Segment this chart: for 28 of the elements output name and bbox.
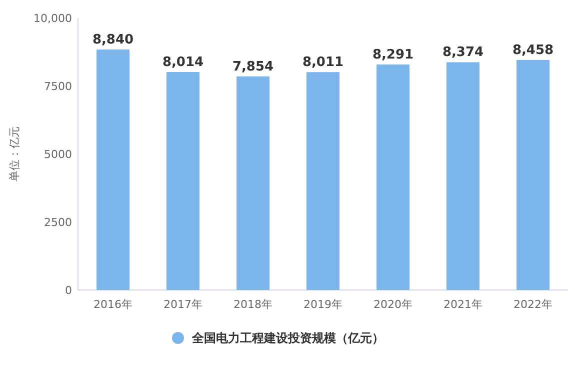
x-tick-label: 2020年	[374, 298, 412, 311]
y-tick-label: 10,000	[34, 12, 72, 25]
bar	[516, 60, 550, 290]
y-tick-label: 0	[65, 284, 72, 297]
x-tick-label: 2021年	[444, 298, 482, 311]
legend-label: 全国电力工程建设投资规模（亿元）	[191, 331, 384, 345]
data-label: 8,014	[162, 55, 204, 70]
bar	[236, 76, 270, 290]
bar	[306, 72, 340, 290]
y-tick-label: 5000	[44, 148, 72, 161]
data-label: 8,011	[302, 55, 344, 70]
data-label: 8,840	[92, 32, 134, 48]
bar	[166, 72, 200, 290]
y-tick-label: 7500	[44, 80, 72, 93]
data-label: 8,374	[442, 45, 484, 60]
bar	[446, 62, 480, 290]
data-label: 8,458	[512, 42, 554, 58]
x-tick-label: 2017年	[164, 298, 202, 311]
x-tick-label: 2019年	[304, 298, 342, 311]
y-tick-label: 2500	[44, 216, 72, 229]
bar	[376, 64, 410, 290]
y-axis-title: 单位：亿元	[8, 126, 21, 182]
x-tick-label: 2022年	[514, 298, 552, 311]
x-tick-label: 2018年	[234, 298, 272, 311]
data-label: 8,291	[372, 47, 414, 62]
data-label: 7,854	[232, 59, 274, 74]
bar	[96, 50, 130, 290]
x-tick-label: 2016年	[94, 298, 132, 311]
